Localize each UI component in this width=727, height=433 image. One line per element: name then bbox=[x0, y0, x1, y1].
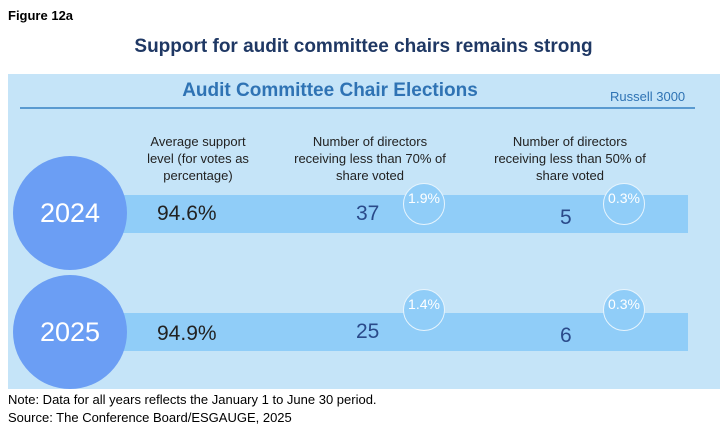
lt70-pct-2025: 1.4% bbox=[403, 289, 445, 331]
header-less-than-50: Number of directors receiving less than … bbox=[494, 134, 646, 183]
row-band-2024 bbox=[70, 195, 688, 233]
lt70-count-2024: 37 bbox=[356, 202, 380, 225]
lt70-pct-2024: 1.9% bbox=[403, 183, 445, 225]
source: Source: The Conference Board/ESGAUGE, 20… bbox=[8, 410, 292, 425]
avg-support-2024: 94.6% bbox=[157, 202, 217, 225]
row-band-2025 bbox=[70, 313, 688, 351]
index-label: Russell 3000 bbox=[610, 89, 686, 104]
panel-title: Audit Committee Chair Elections bbox=[182, 80, 478, 101]
figure-label: Figure 12a bbox=[8, 8, 74, 23]
header-less-than-70: Number of directors receiving less than … bbox=[294, 134, 446, 183]
lt50-count-2024: 5 bbox=[560, 206, 572, 229]
header-average-support: Average support level (for votes as perc… bbox=[147, 134, 249, 183]
lt50-pct-2025: 0.3% bbox=[603, 289, 645, 331]
year-circle-2025: 2025 bbox=[13, 275, 127, 389]
lt50-pct-2024: 0.3% bbox=[603, 183, 645, 225]
title-divider bbox=[20, 107, 695, 109]
note: Note: Data for all years reflects the Ja… bbox=[8, 392, 377, 407]
figure-title: Support for audit committee chairs remai… bbox=[134, 36, 593, 57]
year-circle-2024: 2024 bbox=[13, 156, 127, 270]
avg-support-2025: 94.9% bbox=[157, 322, 217, 345]
lt70-count-2025: 25 bbox=[356, 320, 380, 343]
lt50-count-2025: 6 bbox=[560, 324, 572, 347]
